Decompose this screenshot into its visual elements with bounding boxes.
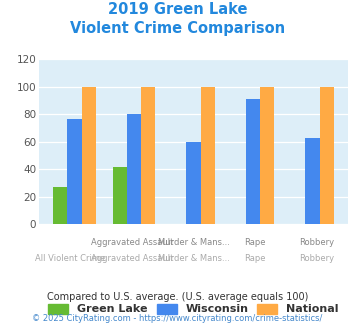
Bar [320, 87, 334, 224]
Bar [141, 87, 155, 224]
Bar [246, 99, 260, 224]
Text: Robbery: Robbery [300, 254, 334, 263]
Text: Robbery: Robbery [300, 238, 334, 247]
Bar [82, 87, 96, 224]
Text: Murder & Mans...: Murder & Mans... [158, 238, 229, 247]
Text: 2019 Green Lake: 2019 Green Lake [108, 2, 247, 16]
Bar [305, 138, 320, 224]
Text: Rape: Rape [245, 254, 266, 263]
Text: © 2025 CityRating.com - https://www.cityrating.com/crime-statistics/: © 2025 CityRating.com - https://www.city… [32, 314, 323, 323]
Bar [53, 187, 67, 224]
Text: Compared to U.S. average. (U.S. average equals 100): Compared to U.S. average. (U.S. average … [47, 292, 308, 302]
Text: Rape: Rape [245, 238, 266, 247]
Bar [127, 115, 141, 224]
Bar [67, 118, 82, 224]
Bar [113, 167, 127, 224]
Bar [186, 142, 201, 224]
Bar [201, 87, 215, 224]
Bar [260, 87, 274, 224]
Text: All Violent Crime: All Violent Crime [35, 254, 105, 263]
Text: Aggravated Assault: Aggravated Assault [91, 254, 173, 263]
Text: Violent Crime Comparison: Violent Crime Comparison [70, 21, 285, 36]
Text: Aggravated Assault: Aggravated Assault [91, 238, 173, 247]
Text: Murder & Mans...: Murder & Mans... [158, 254, 229, 263]
Legend: Green Lake, Wisconsin, National: Green Lake, Wisconsin, National [44, 299, 343, 319]
